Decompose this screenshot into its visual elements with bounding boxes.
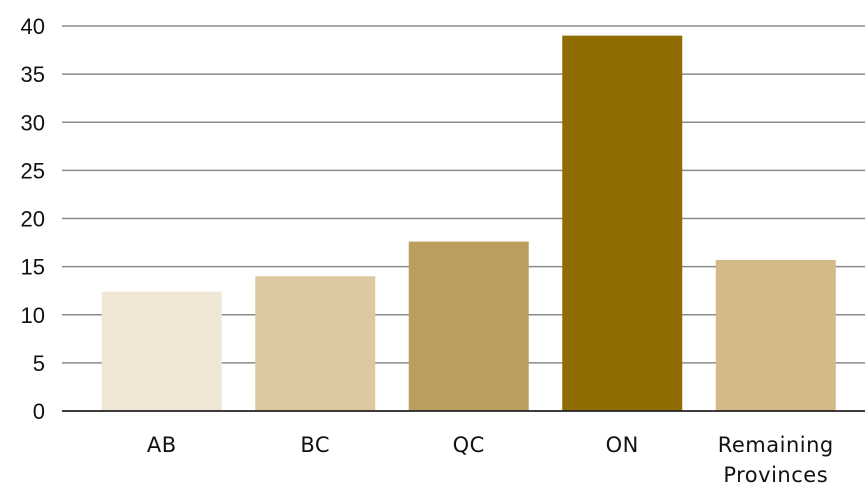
- x-axis: AB BC QC ON Remaining Provinces: [62, 410, 865, 487]
- y-tick-label: 5: [33, 351, 45, 376]
- y-tick-label: 15: [21, 255, 45, 280]
- y-tick-label: 0: [33, 399, 45, 424]
- x-tick-label: Remaining Provinces: [718, 433, 834, 487]
- y-tick-label: 20: [21, 207, 45, 232]
- y-tick-label: 35: [21, 62, 45, 87]
- bar-on: [562, 35, 683, 411]
- bar-bc: [255, 276, 376, 411]
- bar-qc: [408, 241, 529, 411]
- y-tick-label: 10: [21, 303, 45, 328]
- y-tick-label: 40: [21, 14, 45, 39]
- bar-remaining-provinces: [715, 259, 836, 411]
- bar-ab: [101, 291, 222, 411]
- x-tick-label: ON: [606, 433, 639, 457]
- x-tick-label: QC: [453, 433, 485, 457]
- x-tick-label: BC: [300, 433, 330, 457]
- bars: [101, 35, 836, 411]
- y-tick-label: 25: [21, 158, 45, 183]
- y-tick-label: 30: [21, 110, 45, 135]
- y-axis: 0 5 10 15 20 25 30 35 40: [21, 14, 45, 424]
- x-tick-label: AB: [147, 433, 177, 457]
